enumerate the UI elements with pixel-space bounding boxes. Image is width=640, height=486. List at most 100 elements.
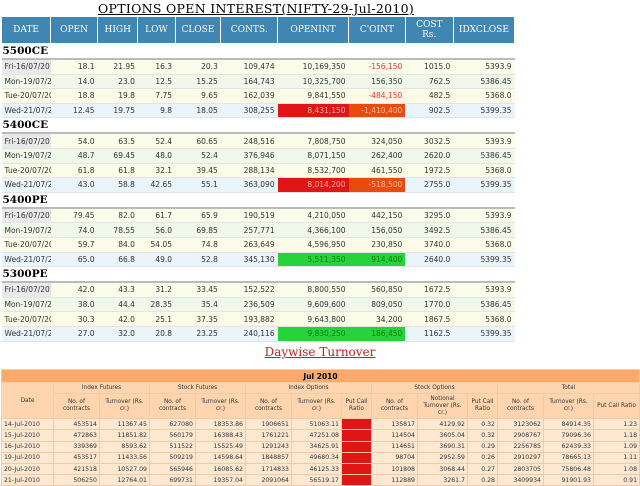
data-cell: 8,014,200	[277, 177, 349, 193]
date-cell: Wed-21/07/2010	[1, 326, 51, 342]
data-cell: 1770.0	[405, 297, 454, 313]
data-cell: 16.3	[137, 59, 176, 75]
column-header: HIGH	[97, 16, 139, 44]
sub-header: No. of contracts	[53, 393, 100, 420]
date-cell: 19-Jul-2010	[1, 451, 54, 464]
data-cell: 156,050	[348, 222, 406, 238]
data-cell: 43.0	[50, 177, 98, 193]
data-cell: -484,150	[348, 88, 406, 104]
sub-header: Put Call Ratio	[341, 393, 372, 420]
sub-header: No. of contracts	[245, 393, 292, 420]
data-cell: 240,116	[220, 326, 278, 342]
date-cell: Mon-19/07/2010	[1, 222, 51, 238]
page-title: OPTIONS OPEN INTEREST(NIFTY-29-Jul-2010)	[97, 1, 415, 16]
sub-header: Put Call Ratio	[467, 393, 498, 420]
sub-header: Put Call Ratio	[592, 393, 640, 420]
data-cell: 42.0	[50, 282, 98, 298]
data-cell: 49680.34	[291, 451, 342, 464]
data-cell: 5393.9	[453, 59, 515, 75]
data-cell: 5368.0	[453, 311, 515, 327]
sub-header: No. of contracts	[149, 393, 196, 420]
data-cell: 9.8	[137, 103, 176, 119]
date-cell: 14-Jul-2010	[1, 418, 54, 431]
data-cell: 9,830,250	[277, 326, 349, 342]
data-cell: 52.4	[137, 133, 176, 149]
column-header: CONTS.	[220, 16, 279, 44]
data-cell: 9,609,600	[277, 297, 349, 313]
data-cell: 5368.0	[453, 163, 515, 179]
turnover-month-row: Jul 2010	[0, 369, 640, 383]
group-header: Stock Futures	[149, 381, 246, 395]
data-cell: 15.25	[175, 74, 221, 90]
pcr-cell	[341, 440, 372, 453]
data-cell: 58.8	[97, 177, 138, 193]
table-row: 19-Jul-2010 453517 11433.56 509219 14598.64 1…	[1, 451, 640, 464]
data-cell: 101808	[371, 462, 418, 476]
sub-header: No. of contracts	[497, 393, 544, 420]
strike-label: 5300PE	[1, 266, 515, 284]
data-cell: 78.55	[97, 222, 138, 238]
data-cell: 442,150	[348, 207, 406, 224]
data-cell: 20.3	[175, 59, 221, 75]
data-cell: 5386.45	[453, 74, 515, 90]
data-cell: 23.0	[97, 74, 138, 90]
data-cell: 5393.9	[453, 133, 515, 149]
data-cell: 627080	[149, 418, 196, 431]
data-cell: 18353.86	[195, 418, 246, 431]
data-cell: 19.8	[97, 88, 138, 104]
data-cell: 82.0	[97, 207, 138, 224]
data-cell: 511522	[149, 440, 196, 453]
data-cell: 193,882	[220, 311, 278, 327]
data-cell: 506250	[53, 474, 100, 486]
table-row: Fri-16/07/201079.4582.061.765.9190,5194,…	[1, 207, 515, 224]
data-cell: 7,808,750	[277, 133, 349, 149]
data-cell: 46125.33	[291, 462, 342, 476]
data-cell: 0.32	[467, 418, 498, 431]
data-cell: 12.5	[137, 74, 176, 90]
data-cell: 3740.0	[405, 237, 454, 253]
data-cell: 5399.35	[453, 177, 515, 193]
data-cell: 0.26	[467, 451, 498, 464]
data-cell: -518,500	[348, 177, 406, 193]
data-cell: 1672.5	[405, 282, 454, 298]
data-cell: 5386.45	[453, 297, 515, 313]
turnover-subheader-row: No. of contracts Turnover (Rs. cr.) No. of…	[2, 393, 640, 420]
data-cell: 19357.04	[195, 474, 246, 486]
data-cell: 47251.08	[291, 429, 342, 442]
strike-label: 5400CE	[1, 117, 515, 135]
data-cell: 74.0	[50, 222, 98, 238]
section-header: 5500CE	[1, 43, 515, 60]
data-cell: 74.8	[175, 237, 221, 253]
data-cell: 15525.49	[195, 440, 246, 453]
data-cell: 345,130	[220, 252, 278, 268]
data-cell: 61.7	[137, 207, 176, 224]
data-cell: 560179	[149, 429, 196, 442]
data-cell: 18.1	[50, 59, 98, 75]
data-cell: 472863	[53, 429, 100, 442]
data-cell: 60.65	[175, 133, 221, 149]
table-row: Fri-16/07/201018.121.9516.320.3109,47410…	[1, 59, 515, 75]
data-cell: 78665.13	[543, 451, 594, 464]
data-cell: 2256785	[497, 440, 544, 453]
table-row: Fri-16/07/201054.063.552.460.65248,5167,…	[1, 133, 515, 149]
data-cell: 230,850	[348, 237, 406, 253]
data-cell: 902.5	[405, 103, 454, 119]
data-cell: 2620.0	[405, 148, 454, 164]
column-header: OPENINT	[277, 16, 350, 44]
data-cell: 135817	[371, 418, 418, 431]
table-row: 14-Jul-2010 453514 11367.45 627080 18353.86 1…	[1, 418, 640, 431]
table-row: Wed-21/07/201065.066.849.052.8345,1305,5…	[1, 252, 515, 268]
data-cell: 2091064	[245, 474, 292, 486]
data-cell: 84.0	[97, 237, 138, 253]
data-cell: 56519.17	[291, 474, 342, 486]
data-cell: 37.35	[175, 311, 221, 327]
data-cell: 0.32	[467, 429, 498, 442]
data-cell: 38.0	[50, 297, 98, 313]
data-cell: 44.4	[97, 297, 138, 313]
data-cell: 1.08	[592, 462, 640, 476]
date-cell: Fri-16/07/2010	[1, 207, 51, 224]
month-label: Jul 2010	[0, 369, 640, 383]
data-cell: 324,050	[348, 133, 406, 149]
data-cell: 2910297	[497, 451, 544, 464]
data-cell: 55.1	[175, 177, 221, 193]
